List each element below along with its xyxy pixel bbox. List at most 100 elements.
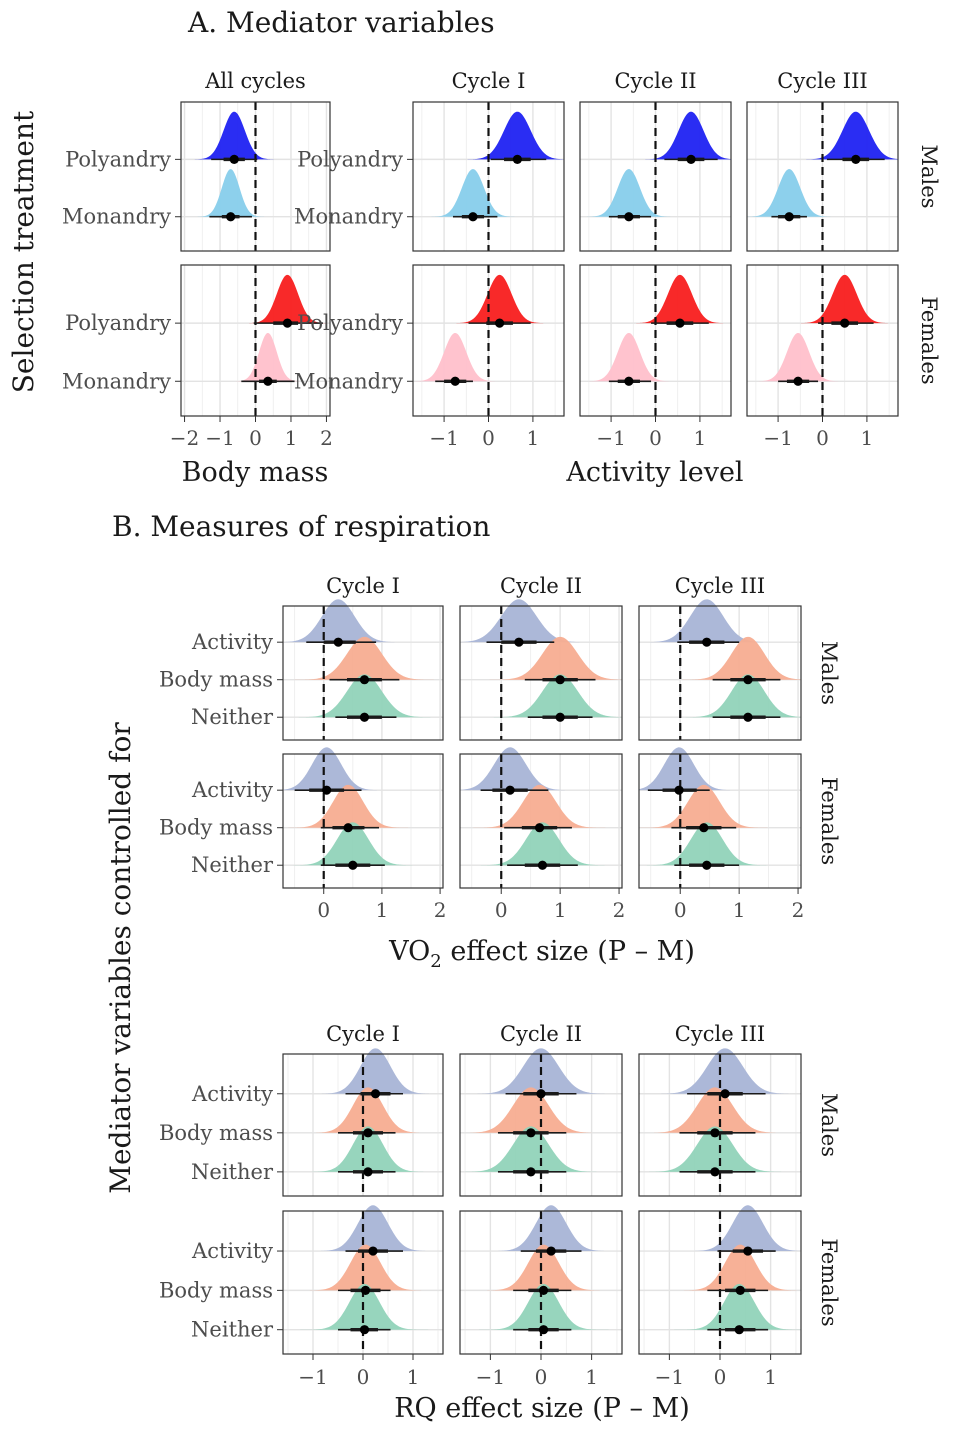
- panels: Polyandry Monandry All cycles Polyandry Mona…: [62, 69, 941, 1389]
- panel-border: [638, 1053, 802, 1197]
- panel-border: [638, 753, 802, 889]
- panel-a1-cycle-iii-males: Cycle III Males: [746, 69, 941, 252]
- point-estimate-activity: [370, 1089, 381, 1099]
- x-axis-title-vo2-prefix: VO: [388, 936, 430, 967]
- x-tick-label: 1: [407, 1365, 420, 1389]
- point-estimate-neither: [348, 860, 358, 870]
- x-axis-title-vo2: VO2 effect size (P – M): [388, 936, 695, 972]
- point-estimate-body-mass: [359, 675, 370, 685]
- point-estimate-monandry: [226, 212, 236, 222]
- point-estimate-polyandry: [512, 154, 522, 164]
- panel-b1-cycle-iii-females: Females −1 0 1: [638, 1205, 841, 1389]
- density-polyandry: [181, 274, 330, 324]
- point-estimate-neither: [702, 860, 712, 870]
- point-estimate-activity: [546, 1246, 556, 1256]
- panel-border: [282, 753, 444, 889]
- point-estimate-monandry: [263, 376, 273, 386]
- panel-border: [459, 605, 623, 741]
- x-tick-label: 0: [357, 1365, 370, 1389]
- x-axis-title-body-mass: Body mass: [182, 457, 329, 488]
- point-estimate-activity: [505, 785, 515, 795]
- point-estimate-monandry: [624, 376, 634, 386]
- density-body-mass: [639, 784, 801, 828]
- y-tick-label: Activity: [191, 1239, 273, 1263]
- point-estimate-activity: [322, 785, 332, 795]
- x-tick-label: 0: [535, 1365, 548, 1389]
- point-estimate-neither: [537, 860, 548, 870]
- point-estimate-body-mass: [526, 1128, 536, 1138]
- facet-label-row: Females: [817, 1238, 841, 1326]
- point-estimate-activity: [702, 637, 712, 647]
- facet-label-column: Cycle III: [777, 69, 867, 93]
- panel-border: [282, 1053, 444, 1197]
- density-neither: [460, 674, 622, 718]
- x-axis-title-activity-level: Activity level: [565, 457, 743, 488]
- x-tick-label: 0: [482, 426, 495, 450]
- facet-label-row: Males: [817, 1093, 841, 1157]
- y-tick-label: Activity: [191, 778, 273, 802]
- facet-label-column: Cycle II: [614, 69, 696, 93]
- y-axis-title-a: Selection treatment: [7, 110, 40, 393]
- y-tick-label: Polyandry: [65, 311, 171, 335]
- x-tick-label: 0: [495, 898, 508, 922]
- y-tick-label: Neither: [191, 1160, 274, 1184]
- y-tick-label: Polyandry: [65, 147, 171, 171]
- point-estimate-body-mass: [343, 823, 353, 833]
- density-activity: [639, 599, 801, 643]
- y-tick-label: Activity: [191, 630, 273, 654]
- panel-b0-cycle-i-females: Activity Body mass Neither 0 1 2: [159, 747, 446, 922]
- facet-label-column: All cycles: [204, 69, 306, 93]
- x-axis-title-vo2-subscript: 2: [430, 951, 441, 972]
- point-estimate-monandry: [793, 376, 803, 386]
- x-tick-label: −1: [596, 426, 625, 450]
- point-estimate-body-mass: [555, 675, 565, 685]
- x-tick-label: 1: [554, 898, 567, 922]
- panel-border: [579, 101, 732, 252]
- y-tick-label: Neither: [191, 1318, 274, 1342]
- facet-label-column: Cycle II: [500, 574, 582, 598]
- density-polyandry: [747, 274, 898, 324]
- density-monandry: [747, 169, 898, 217]
- density-monandry: [413, 332, 564, 382]
- point-estimate-monandry: [784, 212, 794, 222]
- y-tick-label: Body mass: [159, 1121, 273, 1145]
- facet-label-column: Cycle III: [675, 574, 765, 598]
- y-tick-label: Body mass: [159, 668, 273, 692]
- point-estimate-monandry: [450, 376, 460, 386]
- facet-label-column: Cycle I: [452, 69, 526, 93]
- x-axis-title-vo2-suffix: effect size (P – M): [442, 936, 695, 967]
- point-estimate-body-mass: [363, 1128, 373, 1138]
- panel-border: [459, 1053, 623, 1197]
- x-tick-label: 1: [527, 426, 540, 450]
- density-neither: [283, 822, 443, 866]
- facet-label-column: Cycle II: [500, 1022, 582, 1046]
- point-estimate-polyandry: [495, 318, 505, 328]
- density-neither: [283, 674, 443, 718]
- panel-b0-cycle-ii-males: Cycle II: [459, 574, 623, 741]
- point-estimate-activity: [674, 785, 684, 795]
- point-estimate-neither: [555, 712, 565, 722]
- panel-b1-cycle-ii-females: −1 0 1: [459, 1205, 623, 1389]
- density-polyandry: [181, 111, 330, 160]
- point-estimate-neither: [710, 1167, 720, 1177]
- point-estimate-activity: [536, 1089, 546, 1099]
- panel-b0-cycle-i-males: Activity Body mass Neither Cycle I: [159, 574, 444, 741]
- facet-label-column: Cycle III: [675, 1022, 765, 1046]
- x-tick-label: 0: [816, 426, 829, 450]
- point-estimate-neither: [734, 1325, 744, 1335]
- point-estimate-activity: [368, 1246, 378, 1256]
- y-tick-label: Polyandry: [297, 147, 403, 171]
- panel-border: [459, 753, 623, 889]
- density-body-mass: [639, 636, 801, 680]
- point-estimate-body-mass: [360, 1285, 371, 1295]
- point-estimate-body-mass: [534, 823, 545, 833]
- panel-border: [180, 101, 331, 252]
- facet-label-column: Cycle I: [326, 1022, 400, 1046]
- density-monandry: [181, 169, 330, 217]
- density-polyandry: [580, 111, 731, 160]
- point-estimate-body-mass: [538, 1285, 549, 1295]
- density-monandry: [580, 332, 731, 382]
- point-estimate-polyandry: [686, 154, 696, 164]
- y-tick-label: Neither: [191, 853, 274, 877]
- section-b-title: B. Measures of respiration: [112, 510, 490, 543]
